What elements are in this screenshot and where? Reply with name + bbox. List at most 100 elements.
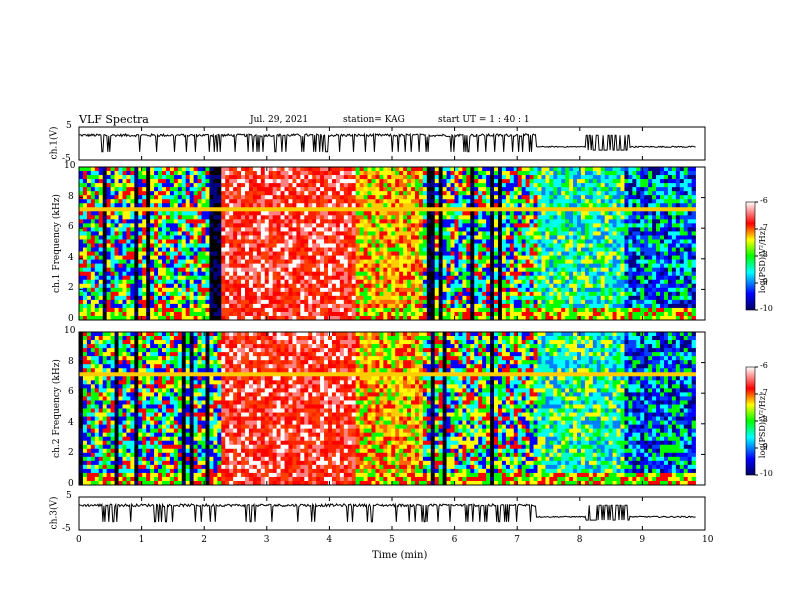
spectrogram-cell — [300, 215, 305, 220]
spectrogram-cell — [264, 263, 270, 268]
spectrogram-cell — [264, 311, 270, 317]
spectrogram-cell — [268, 167, 273, 172]
spectrogram-cell — [486, 263, 491, 268]
spectrogram-cell — [367, 251, 372, 256]
spectrogram-cell — [434, 239, 439, 244]
spectrogram-cell — [296, 307, 301, 313]
spectrogram-cell — [573, 259, 578, 264]
spectrogram-cell — [359, 199, 364, 204]
spectrogram-cell — [221, 227, 226, 232]
spectrogram-cell — [478, 291, 483, 297]
spectrogram-cell — [521, 303, 526, 309]
spectrogram-cell — [426, 287, 432, 293]
spectrogram-cell — [193, 171, 198, 176]
spectrogram-cell — [130, 195, 135, 200]
spectrogram-cell — [339, 247, 345, 252]
spectrogram-cell — [561, 239, 566, 244]
spectrogram-cell — [426, 295, 432, 301]
spectrogram-cell — [237, 303, 242, 309]
spectrogram-cell — [561, 211, 566, 216]
spectrogram-cell — [221, 175, 226, 180]
spectrogram-cell — [181, 167, 187, 172]
spectrogram-cell — [256, 247, 262, 252]
spectrogram-cell — [580, 255, 586, 260]
spectrogram-cell — [150, 299, 155, 305]
spectrogram-cell — [347, 315, 353, 321]
spectrogram-cell — [490, 239, 495, 244]
spectrogram-cell — [513, 167, 519, 172]
spectrogram-cell — [580, 211, 586, 216]
spectrogram-cell — [584, 195, 590, 200]
spectrogram-cell — [114, 243, 119, 248]
spectrogram-cell — [580, 275, 586, 281]
spectrogram-cell — [312, 243, 317, 248]
spectrogram-cell — [292, 311, 297, 317]
spectrogram-cell — [82, 219, 88, 224]
spectrogram-cell — [320, 247, 325, 252]
spectrogram-cell — [217, 243, 222, 248]
spectrogram-cell — [205, 199, 210, 204]
spectrogram-cell — [430, 291, 436, 297]
spectrogram-cell — [193, 231, 198, 236]
spectrogram-cell — [557, 191, 562, 196]
spectrogram-cell — [134, 243, 139, 248]
spectrogram-cell — [142, 215, 147, 220]
spectrogram-cell — [383, 231, 388, 236]
spectrogram-cell — [272, 259, 277, 264]
spectrogram-cell — [411, 283, 416, 289]
spectrogram-cell — [557, 211, 562, 216]
spectrogram-cell — [94, 259, 100, 264]
spectrogram-cell — [134, 291, 139, 297]
spectrogram-cell — [411, 307, 416, 313]
spectrogram-cell — [577, 227, 582, 232]
spectrogram-cell — [237, 211, 242, 216]
spectrogram-cell — [513, 199, 519, 204]
spectrogram-cell — [458, 247, 463, 252]
spectrogram-cell — [521, 315, 526, 321]
spectrogram-cell — [335, 255, 341, 260]
spectrogram-cell — [225, 231, 230, 236]
spectrogram-cell — [316, 295, 321, 301]
spectrogram-cell — [288, 239, 293, 244]
spectrogram-cell — [573, 215, 578, 220]
spectrogram-cell — [331, 239, 337, 244]
spectrogram-cell — [537, 211, 542, 216]
spectrogram-cell — [158, 195, 163, 200]
spectrogram-cell — [486, 291, 491, 297]
spectrogram-cell — [418, 291, 424, 297]
spectrogram-cell — [497, 223, 503, 228]
spectrogram-cell — [201, 191, 206, 196]
spectrogram-cell — [130, 231, 135, 236]
spectrogram-cell — [106, 175, 111, 180]
spectrogram-cell — [414, 183, 420, 188]
spectrogram-cell — [118, 207, 123, 212]
spectrogram-cell — [395, 251, 400, 256]
spectrogram-cell — [588, 315, 594, 321]
spectrogram-cell — [478, 303, 483, 309]
spectrogram-cell — [588, 271, 594, 277]
spectrogram-cell — [86, 315, 92, 321]
spectrogram-cell — [383, 291, 388, 297]
spectrogram-cell — [308, 179, 313, 184]
spectrogram-cell — [462, 171, 467, 176]
spectrogram-cell — [509, 195, 515, 200]
spectrogram-cell — [545, 235, 550, 240]
spectrogram-cell — [359, 291, 364, 297]
spectrogram-cell — [324, 227, 329, 232]
spectrogram-cell — [162, 195, 167, 200]
spectrogram-cell — [375, 263, 380, 268]
spectrogram-cell — [280, 211, 285, 216]
spectrogram-cell — [549, 247, 554, 252]
spectrogram-cell — [422, 195, 428, 200]
spectrogram-cell — [418, 223, 424, 228]
spectrogram-cell — [292, 195, 297, 200]
spectrogram-cell — [264, 299, 270, 305]
spectrogram-cell — [158, 275, 163, 281]
spectrogram-cell — [478, 167, 483, 172]
spectrogram-cell — [470, 207, 475, 212]
spectrogram-cell — [450, 219, 455, 224]
spectrogram-cell — [391, 227, 396, 232]
spectrogram-cell — [399, 275, 404, 281]
spectrogram-cell — [450, 283, 455, 289]
